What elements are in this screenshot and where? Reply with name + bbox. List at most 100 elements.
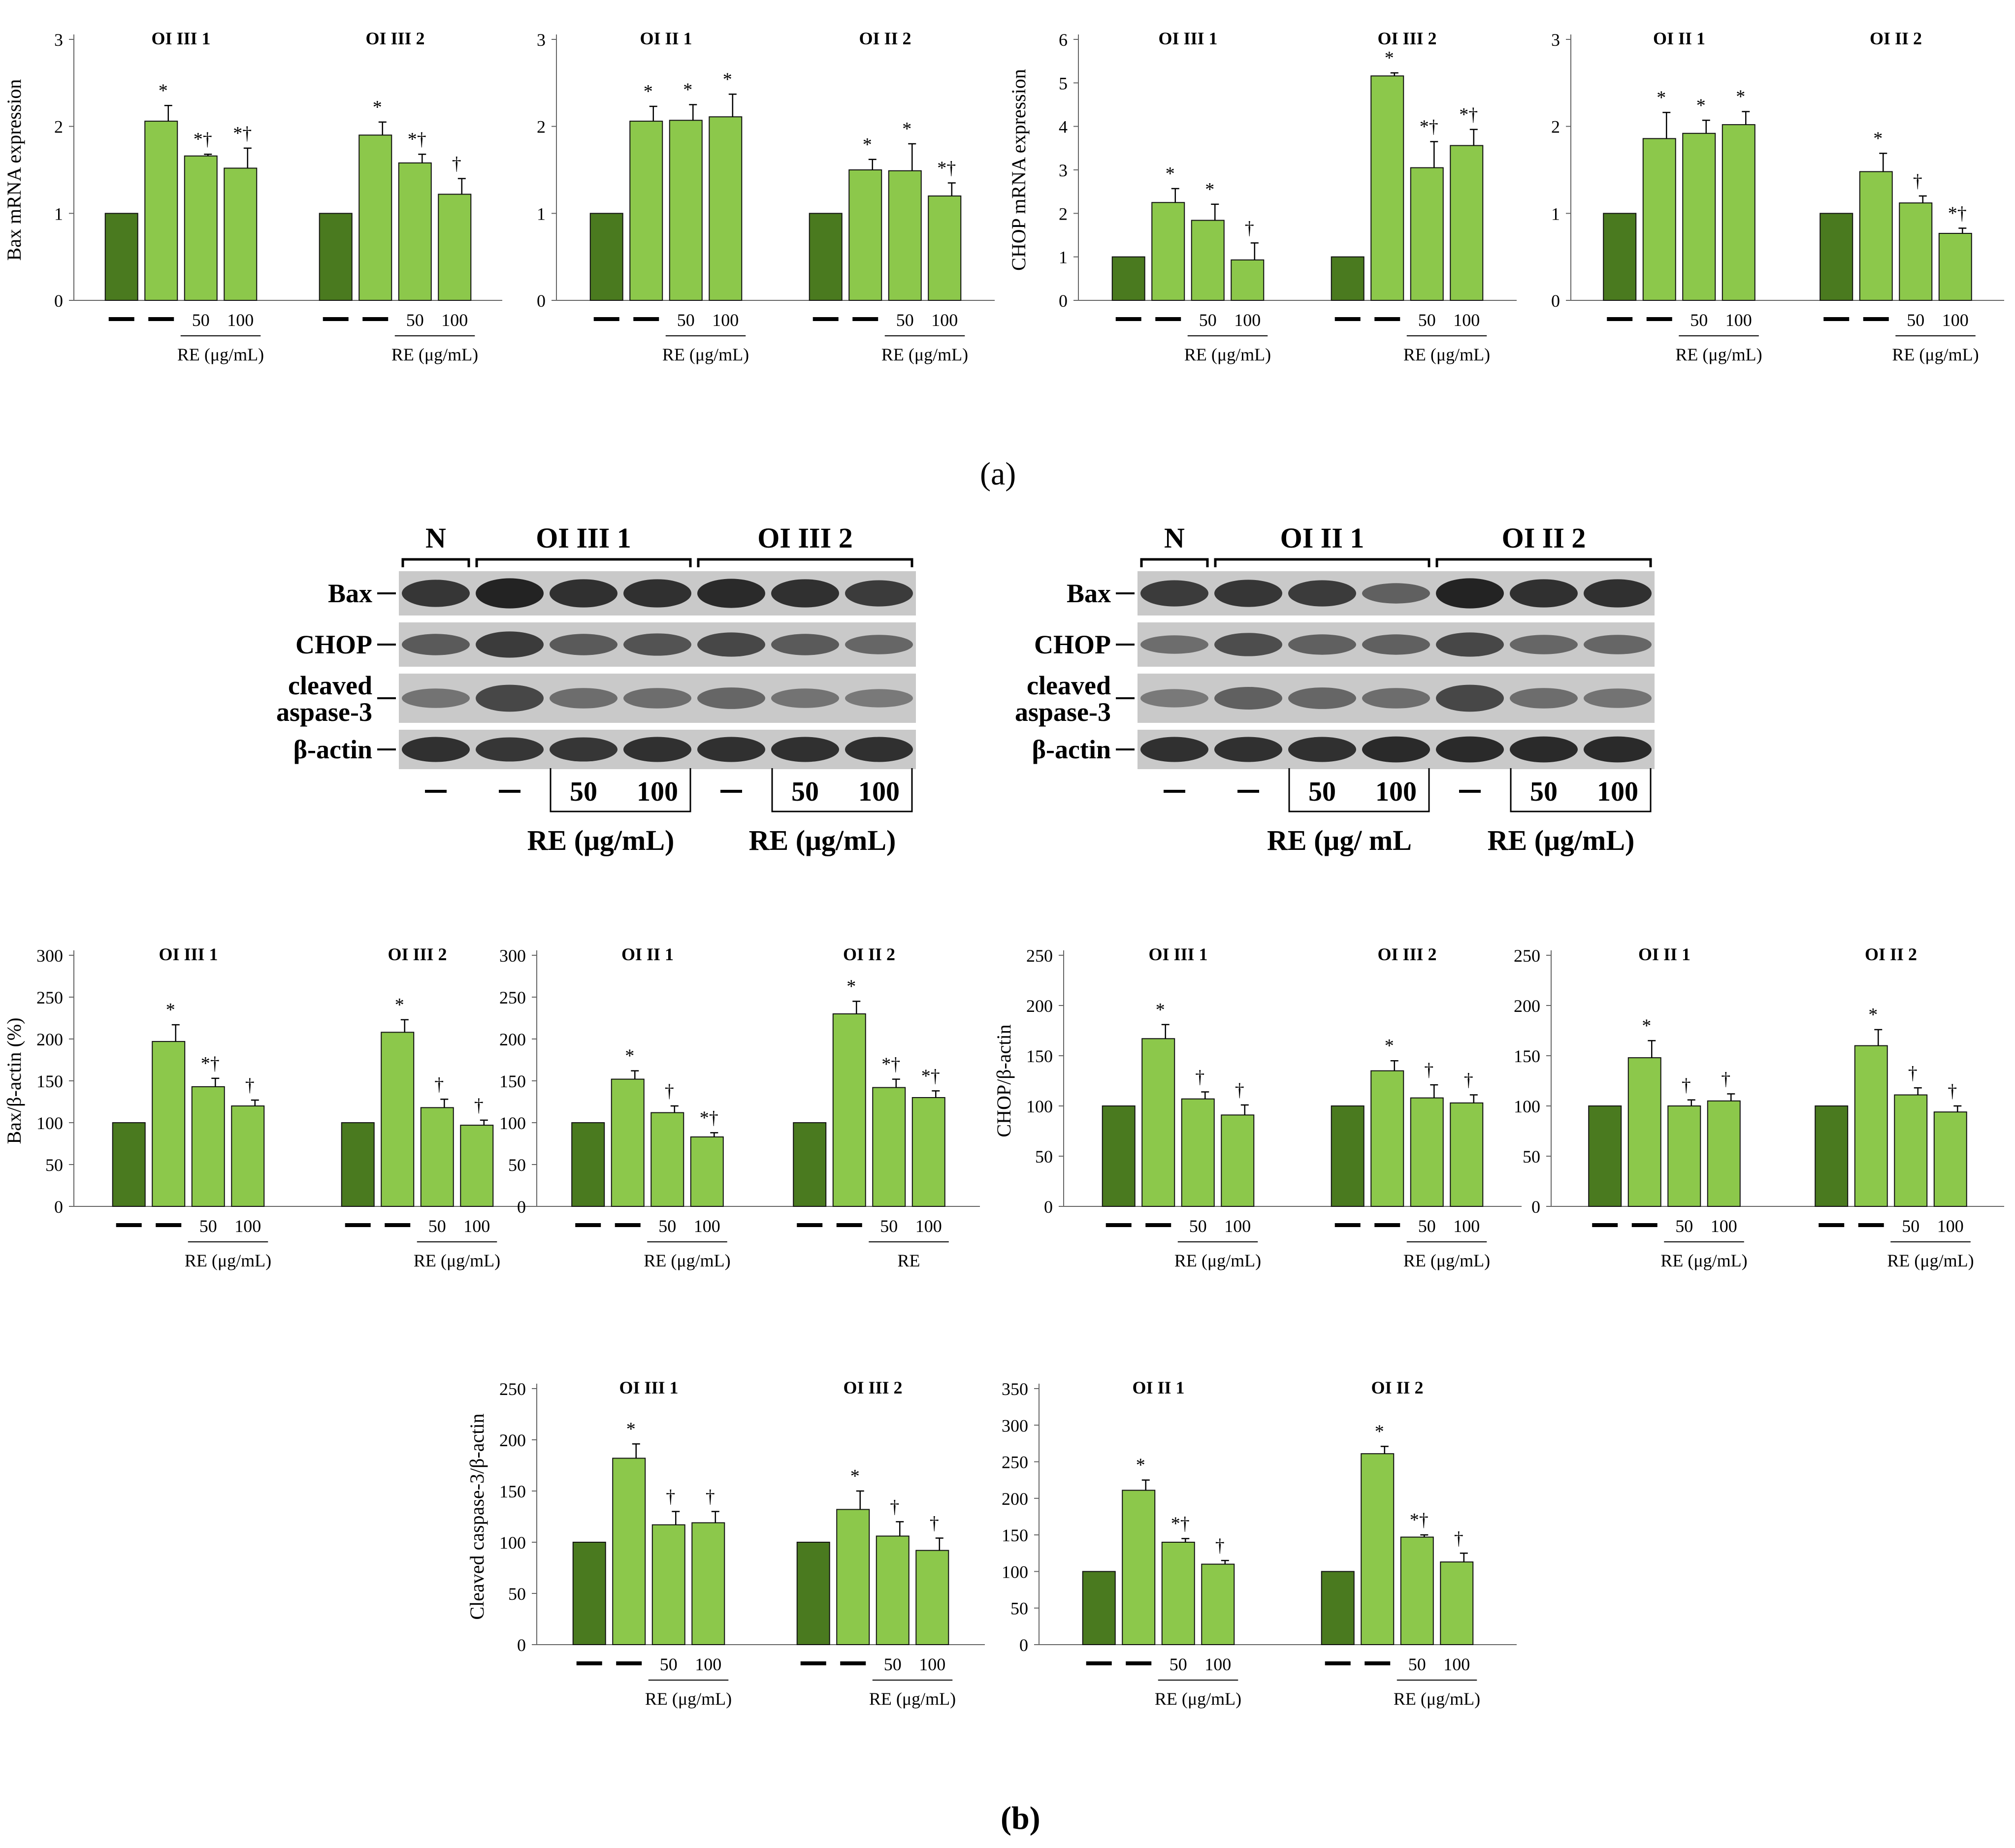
re-label: RE (μg/mL) [1675, 345, 1762, 364]
y-tick-label: 2 [54, 117, 63, 137]
significance-mark: * [1873, 128, 1883, 149]
bar [319, 213, 353, 301]
x-dash-label [1858, 1223, 1884, 1227]
bar [1181, 1098, 1215, 1207]
bar [928, 195, 962, 301]
blot-row-label: β-actin [1032, 735, 1111, 764]
bar [1111, 256, 1145, 301]
protein-band [1362, 634, 1430, 655]
bar [691, 1522, 725, 1646]
protein-band [476, 631, 544, 658]
x-tick-label: 100 [1224, 1216, 1251, 1236]
protein-band [1584, 688, 1652, 708]
protein-band [402, 737, 470, 762]
x-dash-label [1115, 317, 1141, 321]
x-dash-label [575, 1223, 601, 1227]
group-title: OI II 1 [1132, 1378, 1184, 1397]
group-title: OI III 1 [1158, 29, 1217, 48]
protein-band [1362, 688, 1430, 709]
x-dash-label [593, 317, 619, 321]
significance-mark: *† [233, 123, 252, 144]
significance-mark: † [1424, 1060, 1433, 1080]
significance-mark: * [1657, 87, 1666, 108]
y-tick-label: 4 [1059, 117, 1068, 137]
y-tick-label: 0 [517, 1197, 526, 1217]
re-label: RE (μg/mL) [1394, 1689, 1480, 1709]
group-title: OI II 2 [1865, 944, 1917, 964]
significance-mark: * [863, 134, 872, 155]
lane-label: 100 [858, 777, 900, 807]
bar [460, 1125, 494, 1207]
x-dash-label [836, 1223, 862, 1227]
x-tick-label: 50 [1675, 1216, 1693, 1236]
significance-mark: * [683, 80, 692, 100]
protein-band [1584, 579, 1652, 608]
x-dash-label [1819, 1223, 1845, 1227]
x-tick-label: 50 [896, 310, 914, 330]
x-dash-label [1145, 1223, 1171, 1227]
y-tick-label: 0 [1551, 291, 1560, 311]
bar [669, 120, 703, 301]
protein-band [771, 737, 839, 762]
lane-group-label: OI III 1 [536, 522, 631, 554]
protein-band [845, 737, 913, 762]
bar [1400, 1536, 1434, 1645]
protein-band [1584, 635, 1652, 654]
x-tick-label: 100 [1937, 1216, 1964, 1236]
y-tick-label: 150 [1514, 1046, 1540, 1066]
protein-band [1510, 688, 1578, 709]
group-title: OI III 2 [365, 29, 424, 48]
bar [1722, 124, 1755, 301]
group-title: OI II 2 [843, 944, 895, 964]
protein-band [845, 689, 913, 708]
lane-group-bracket [697, 558, 913, 567]
bar [612, 1458, 646, 1645]
y-tick-label: 3 [54, 30, 63, 50]
y-tick-label: 300 [1002, 1416, 1028, 1435]
significance-mark: † [1721, 1069, 1730, 1090]
significance-mark: † [245, 1075, 255, 1096]
group-title: OI III 2 [388, 944, 447, 964]
bar [1370, 75, 1404, 301]
y-tick-label: 250 [36, 988, 63, 1007]
chart-b4: 0 50 100 150 200 250 OI II 1 * † 50 † 100 RE (μg/mL)… [1514, 944, 2004, 1270]
bar [1410, 1097, 1444, 1207]
blot-row-label: CHOP [1034, 630, 1111, 659]
re-label: RE [898, 1251, 920, 1270]
bar [1102, 1105, 1136, 1207]
bar [836, 1509, 870, 1645]
y-tick-label: 300 [499, 946, 526, 966]
x-tick-label: 50 [1189, 1216, 1207, 1236]
bar [1603, 213, 1637, 301]
significance-mark: † [1245, 218, 1254, 238]
group-title: OI III 1 [619, 1378, 678, 1397]
re-label: RE (μg/mL) [749, 824, 896, 856]
protein-band [1288, 687, 1356, 709]
bar [1815, 1105, 1849, 1207]
y-tick-label: 3 [537, 30, 546, 50]
y-tick-label: 50 [508, 1155, 526, 1175]
x-tick-label: 100 [463, 1216, 490, 1236]
significance-mark: *† [1171, 1514, 1190, 1534]
x-dash-label [1607, 317, 1633, 321]
significance-mark: † [706, 1487, 715, 1507]
y-tick-label: 300 [36, 946, 63, 966]
chart-a2: 0 1 2 3 OI II 1 * * 50 * 100 RE (μg/mL) OI II 2 * * 50… [537, 29, 995, 364]
re-label: RE (μg/mL) [1184, 345, 1271, 364]
bar [1642, 138, 1676, 301]
x-tick-label: 100 [1711, 1216, 1737, 1236]
x-dash-label [840, 1661, 866, 1665]
group-title: OI II 1 [640, 29, 692, 48]
x-tick-label: 100 [234, 1216, 261, 1236]
x-dash-label [1592, 1223, 1618, 1227]
significance-mark: * [159, 80, 168, 101]
bar [191, 1086, 225, 1207]
re-label: RE (μg/mL) [869, 1689, 956, 1709]
significance-mark: * [902, 119, 911, 139]
protein-band [845, 635, 913, 654]
chart-b5: Cleaved caspase-3/β-actin 0 50 100 150 200 250… [466, 1378, 985, 1709]
significance-mark: † [665, 1081, 674, 1102]
re-label: RE (μg/mL) [1403, 1251, 1490, 1270]
